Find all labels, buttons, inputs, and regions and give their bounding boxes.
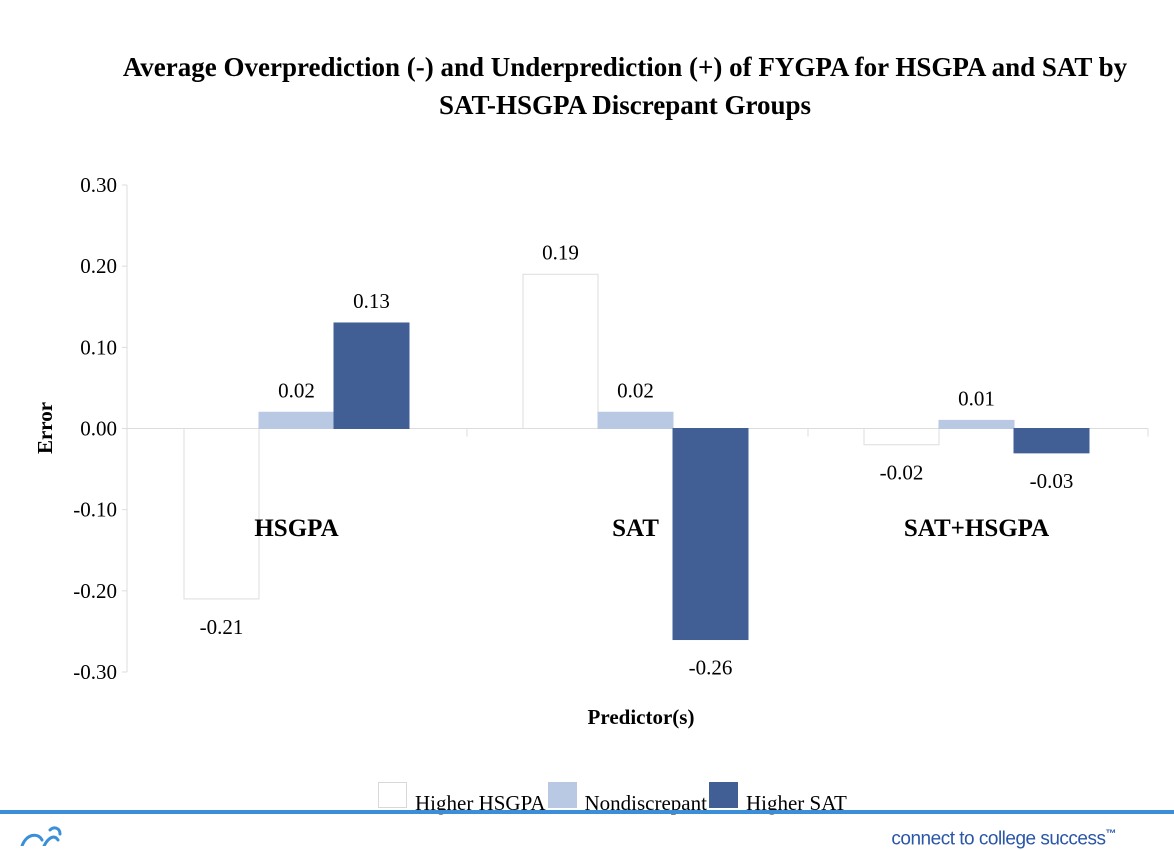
x-axis-title: Predictor(s) bbox=[588, 705, 695, 729]
data-label: -0.21 bbox=[200, 615, 244, 639]
data-label: -0.02 bbox=[880, 461, 924, 485]
data-label: 0.13 bbox=[353, 289, 390, 313]
legend-swatch bbox=[547, 782, 577, 808]
bars bbox=[183, 273, 1090, 641]
category-label: SAT bbox=[612, 515, 659, 542]
y-tick-label: -0.10 bbox=[73, 498, 117, 522]
legend-swatch bbox=[378, 782, 407, 808]
y-tick-label: 0.20 bbox=[80, 254, 117, 278]
tagline-text: connect to college success bbox=[891, 828, 1106, 850]
legend-item: Nondiscrepant bbox=[547, 782, 707, 814]
data-label: 0.02 bbox=[278, 378, 315, 402]
footer-divider bbox=[0, 810, 1174, 814]
legend: Higher HSGPA Nondiscrepant Higher SAT bbox=[378, 778, 849, 814]
y-tick-label: 0.10 bbox=[80, 335, 117, 359]
chart-title: Average Overprediction (-) and Underpred… bbox=[122, 52, 1128, 120]
bar bbox=[258, 411, 335, 429]
bar bbox=[522, 273, 599, 429]
legend-item: Higher SAT bbox=[708, 782, 847, 814]
data-label: -0.03 bbox=[1030, 469, 1074, 493]
y-tick-label: 0.00 bbox=[80, 417, 117, 441]
labels: -0.21 0.02 0.13 HSGPA 0.19 0.02 -0.26 SAT -0.02 0… bbox=[200, 240, 1074, 679]
trademark-symbol: ™ bbox=[1105, 828, 1117, 840]
category-label: SAT+HSGPA bbox=[904, 515, 1049, 542]
bar bbox=[597, 411, 674, 429]
footer-tagline: connect to college success™ bbox=[891, 828, 1116, 850]
y-tick-label: -0.20 bbox=[73, 579, 117, 603]
data-label: -0.26 bbox=[689, 656, 733, 680]
y-axis-title: Error bbox=[33, 402, 57, 454]
legend-item: Higher HSGPA bbox=[378, 782, 546, 814]
data-label: 0.02 bbox=[617, 378, 654, 402]
legend-label: Nondiscrepant bbox=[584, 791, 707, 815]
category-label: HSGPA bbox=[254, 515, 338, 542]
bar bbox=[938, 419, 1015, 429]
bar bbox=[672, 428, 749, 641]
legend-swatch bbox=[708, 782, 738, 808]
bar bbox=[863, 428, 940, 446]
bar bbox=[183, 428, 260, 600]
y-tick-label: -0.30 bbox=[73, 660, 117, 684]
data-label: 0.01 bbox=[958, 386, 995, 410]
acorn-logo-icon bbox=[20, 826, 62, 846]
y-tick-label: 0.30 bbox=[80, 173, 117, 197]
bar bbox=[1013, 428, 1090, 454]
axes: 0.30 0.20 0.10 0.00 -0.10 -0.20 -0.30 Error Pred… bbox=[33, 173, 1149, 729]
data-label: 0.19 bbox=[542, 240, 579, 264]
legend-label: Higher HSGPA bbox=[415, 791, 546, 815]
legend-label: Higher SAT bbox=[745, 791, 847, 815]
bar bbox=[333, 322, 410, 430]
